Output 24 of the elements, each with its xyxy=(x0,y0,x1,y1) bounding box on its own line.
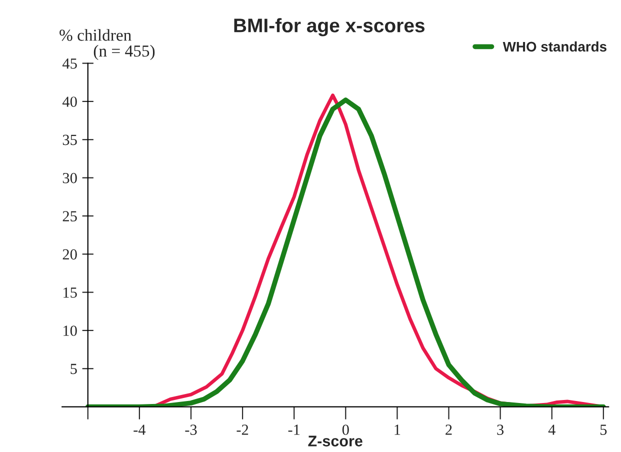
y-tick-label: 5 xyxy=(70,364,77,374)
legend-label: WHO standards xyxy=(502,41,606,52)
x-tick-label: -3 xyxy=(185,424,197,435)
x-axis-title: Z-score xyxy=(308,436,362,446)
x-tick-label: -1 xyxy=(288,424,300,435)
chart-title: BMI-for age x-scores xyxy=(234,18,425,36)
y-tick-label: 30 xyxy=(62,172,77,184)
y-tick-label: 20 xyxy=(62,249,77,260)
text: (n = 455) xyxy=(94,44,155,60)
x-tick-label: -2 xyxy=(236,424,248,435)
x-tick-label: 0 xyxy=(342,424,349,435)
x-tick-label: 2 xyxy=(446,424,452,435)
y-tick-label: 10 xyxy=(64,326,77,336)
x-tick-label: -4 xyxy=(134,424,146,435)
y-axis-title: % children xyxy=(60,29,132,41)
x-tick-label: 4 xyxy=(548,424,556,435)
y-tick-label: 25 xyxy=(62,211,77,222)
x-tick-label: 3 xyxy=(497,424,504,435)
x-tick-label: 1 xyxy=(394,424,400,435)
y-tick-label: 45 xyxy=(62,58,77,69)
y-tick-label: 15 xyxy=(64,288,77,298)
y-tick-label: 40 xyxy=(62,96,77,107)
y-tick-label: 35 xyxy=(62,134,77,146)
x-tick-label: 5 xyxy=(600,424,607,435)
